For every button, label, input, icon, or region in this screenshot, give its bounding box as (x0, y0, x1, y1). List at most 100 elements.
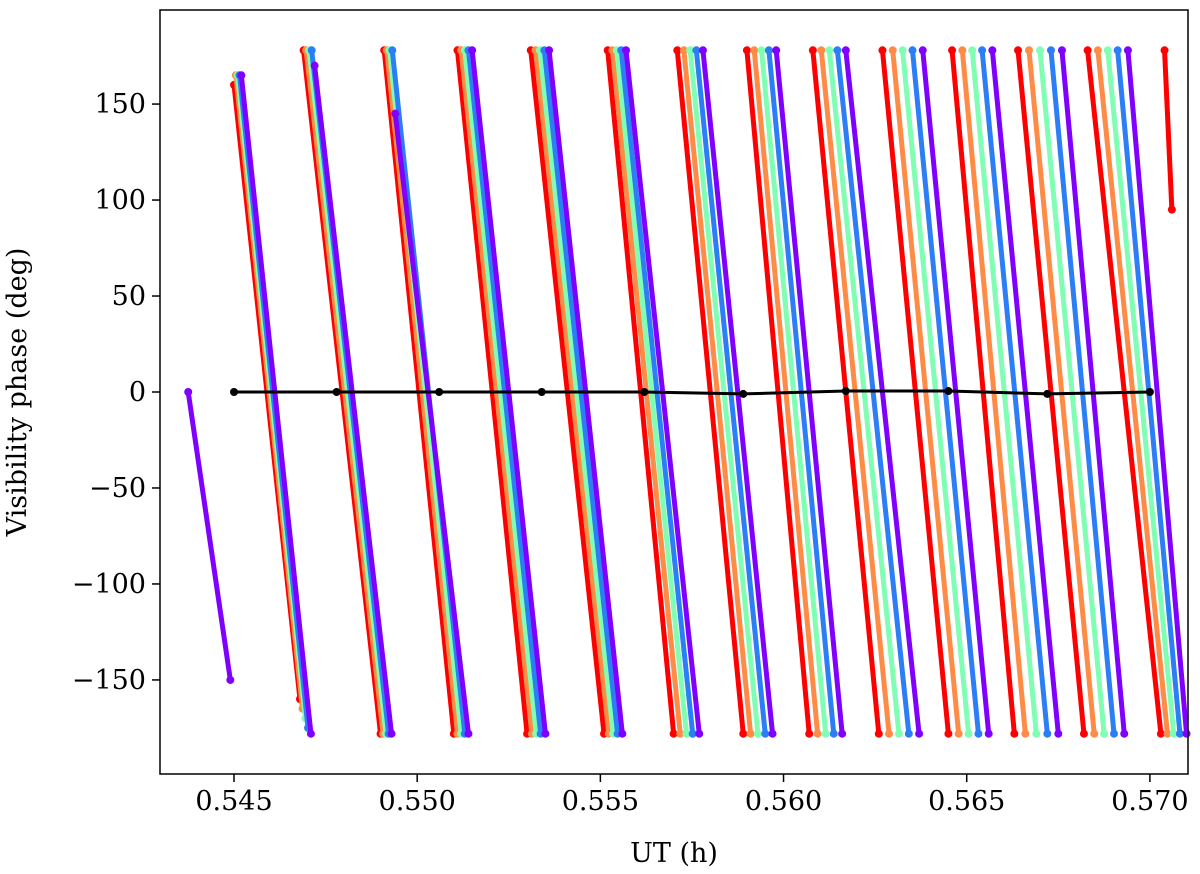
y-tick-label: −100 (72, 569, 146, 600)
x-tick-label: 0.565 (928, 786, 1005, 817)
point (746, 729, 755, 738)
point (545, 46, 554, 55)
point (1145, 388, 1154, 396)
point (772, 46, 781, 55)
point (541, 729, 550, 738)
point (918, 46, 927, 55)
x-tick-label: 0.560 (745, 786, 822, 817)
point (464, 729, 473, 738)
point (739, 389, 748, 398)
y-axis-label: Visibility phase (deg) (2, 248, 33, 538)
x-tick-label: 0.545 (195, 786, 272, 817)
point (1123, 46, 1132, 55)
point (1093, 46, 1102, 55)
point (1014, 46, 1023, 55)
point (640, 388, 649, 396)
point (435, 388, 444, 396)
point (750, 46, 759, 55)
y-tick-label: 100 (94, 185, 146, 216)
series-line (232, 389, 1152, 396)
point (1103, 46, 1112, 55)
point (237, 71, 246, 80)
point (764, 46, 773, 55)
point (1109, 729, 1118, 738)
point (1046, 46, 1055, 55)
point (1175, 729, 1184, 738)
point (1163, 729, 1172, 738)
point (908, 46, 917, 55)
point (878, 46, 887, 55)
point (226, 675, 235, 684)
point (944, 729, 953, 738)
point (1156, 729, 1165, 738)
point (669, 729, 678, 738)
point (1057, 46, 1066, 55)
point (695, 729, 704, 738)
point (686, 46, 695, 55)
point (682, 729, 691, 738)
point (888, 46, 897, 55)
point (673, 46, 682, 55)
point (1054, 729, 1063, 738)
point (954, 729, 963, 738)
point (622, 46, 631, 55)
point (885, 729, 894, 738)
point (1160, 46, 1169, 55)
point (1032, 729, 1041, 738)
point (742, 46, 751, 55)
point (184, 388, 193, 396)
point (692, 46, 701, 55)
point (688, 729, 697, 738)
point (821, 729, 830, 738)
point (968, 46, 977, 55)
y-tick-label: 50 (112, 281, 146, 312)
y-tick-label: 150 (94, 89, 146, 120)
point (679, 46, 688, 55)
point (808, 46, 817, 55)
point (306, 729, 315, 738)
point (1167, 205, 1176, 214)
point (1035, 46, 1044, 55)
point (1182, 729, 1191, 738)
point (307, 46, 316, 55)
point (1083, 46, 1092, 55)
x-tick-label: 0.570 (1111, 786, 1188, 817)
point (468, 46, 477, 55)
x-tick-label: 0.555 (562, 786, 639, 817)
point (974, 729, 983, 738)
point (1113, 46, 1122, 55)
y-tick-label: −150 (72, 665, 146, 696)
point (1100, 729, 1109, 738)
point (618, 729, 627, 738)
point (874, 729, 883, 738)
point (761, 729, 770, 738)
point (1090, 729, 1099, 738)
point (841, 46, 850, 55)
plot-frame (159, 9, 1189, 775)
point (1021, 729, 1030, 738)
point (964, 729, 973, 738)
y-tick-label: 0 (129, 377, 146, 408)
point (768, 729, 777, 738)
x-tick-label: 0.550 (379, 786, 456, 817)
point (838, 729, 847, 738)
point (739, 729, 748, 738)
point (988, 46, 997, 55)
point (813, 729, 822, 738)
point (230, 388, 239, 396)
point (817, 46, 826, 55)
point (1043, 729, 1052, 738)
point (898, 46, 907, 55)
point (391, 109, 400, 118)
point (825, 46, 834, 55)
point (698, 46, 707, 55)
point (894, 729, 903, 738)
point (841, 387, 850, 396)
point (1025, 46, 1034, 55)
point (310, 61, 319, 70)
point (1079, 729, 1088, 738)
point (676, 729, 685, 738)
point (915, 729, 924, 738)
point (958, 46, 967, 55)
point (1043, 389, 1052, 398)
